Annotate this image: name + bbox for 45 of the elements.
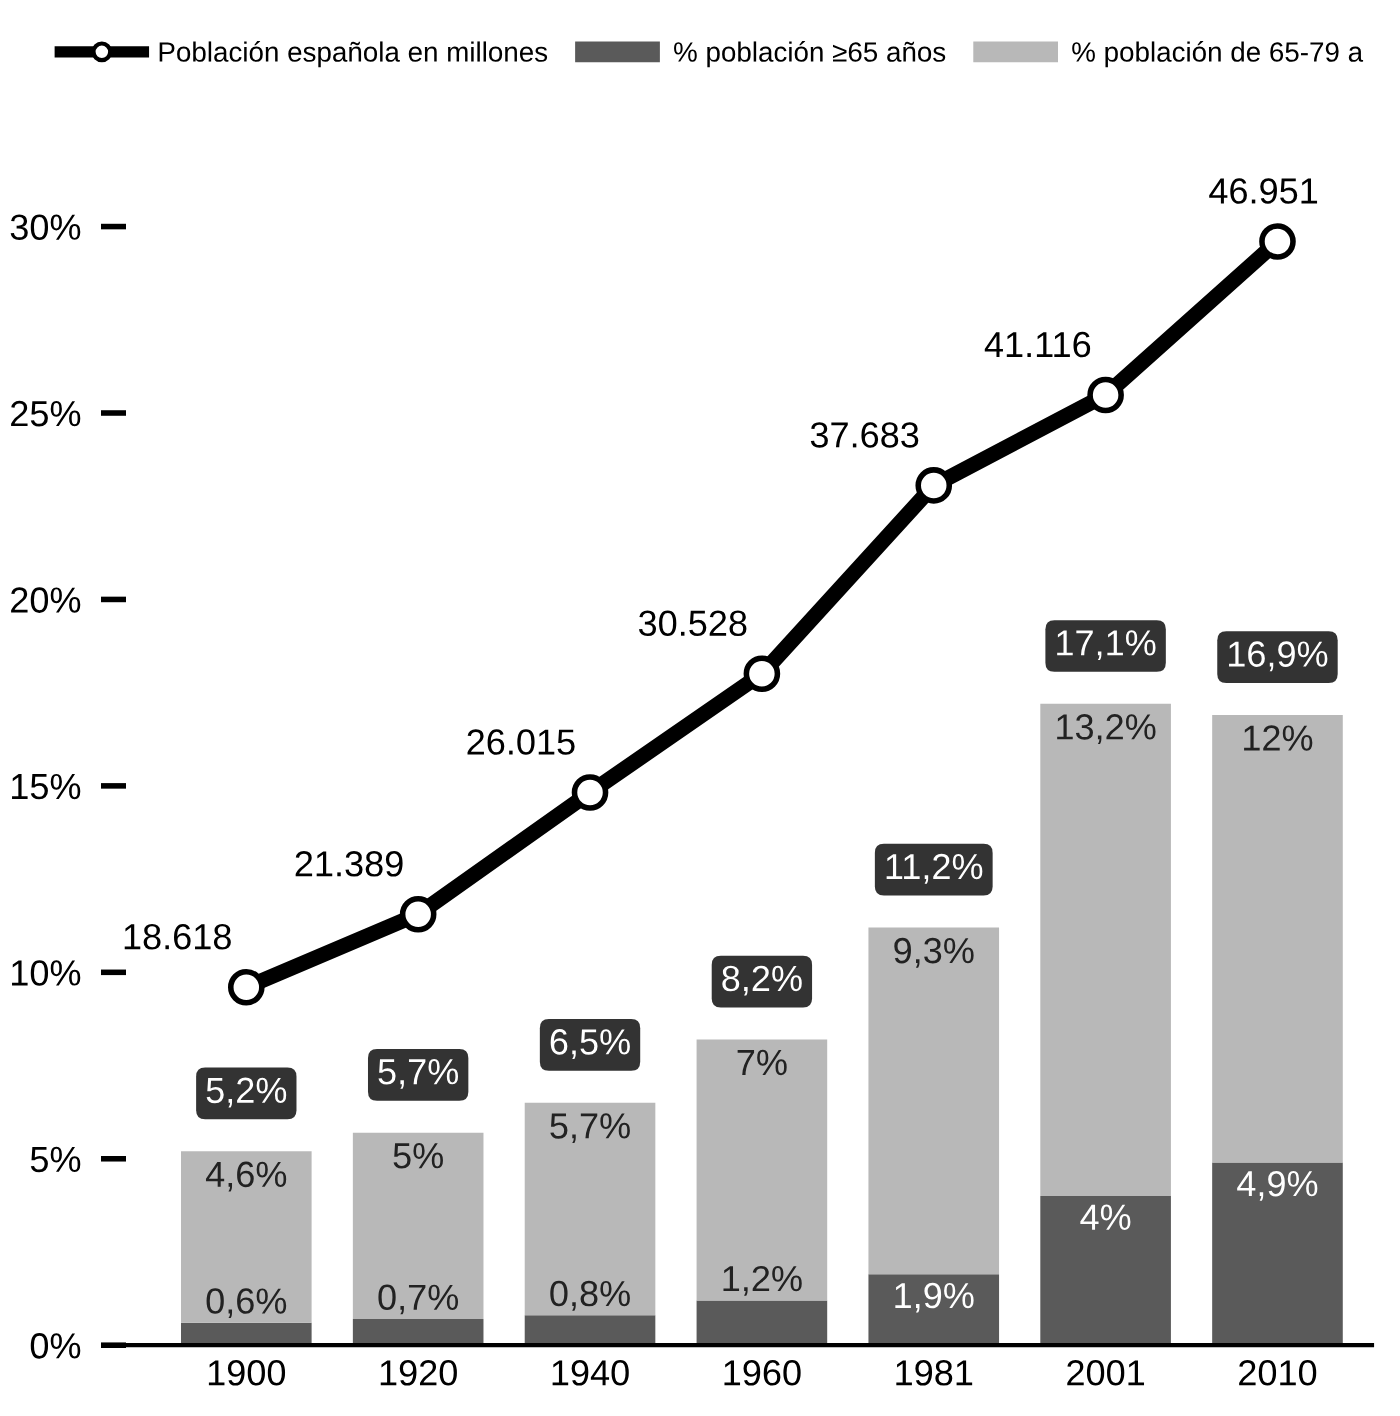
data-label: 4,6% bbox=[205, 1161, 287, 1192]
data-label: 5% bbox=[393, 1143, 443, 1169]
y-tick-label: 10% bbox=[12, 960, 81, 986]
x-tick-label: 2001 bbox=[1067, 1360, 1145, 1386]
total-label: 5,2% bbox=[206, 1077, 287, 1108]
data-label: 4,9% bbox=[1237, 1170, 1318, 1201]
y-tick-label: 20% bbox=[11, 587, 81, 613]
x-tick-label: 1960 bbox=[724, 1360, 801, 1386]
total-label: 5,7% bbox=[378, 1059, 459, 1089]
x-tick-label: 1981 bbox=[896, 1360, 973, 1386]
x-tick-label: 1900 bbox=[208, 1360, 286, 1386]
legend-label: % población ≥65 años bbox=[674, 41, 946, 68]
data-label: 0,7% bbox=[378, 1284, 459, 1315]
data-label: 13,2% bbox=[1057, 714, 1156, 744]
total-label: 6,5% bbox=[550, 1029, 630, 1059]
y-tick-label: 15% bbox=[12, 773, 81, 800]
data-label: 18.618 bbox=[124, 923, 231, 950]
data-label: 0,6% bbox=[206, 1288, 287, 1319]
data-label: 0,8% bbox=[550, 1280, 630, 1311]
data-label: 21.389 bbox=[295, 851, 403, 877]
data-label: 1,2% bbox=[723, 1265, 802, 1296]
x-tick-label: 1940 bbox=[552, 1360, 629, 1386]
legend-label: Población española en millones bbox=[159, 41, 548, 68]
data-label: 7% bbox=[737, 1049, 787, 1076]
data-label: 30.528 bbox=[638, 610, 747, 637]
data-label: 41.116 bbox=[984, 331, 1091, 358]
data-label: 26.015 bbox=[467, 729, 575, 755]
y-tick-label: 30% bbox=[10, 214, 81, 240]
total-label: 17,1% bbox=[1057, 630, 1156, 660]
data-label: 46.951 bbox=[1209, 178, 1318, 204]
data-label: 37.683 bbox=[810, 422, 919, 448]
y-tick-label: 25% bbox=[11, 400, 81, 427]
total-label: 16,9% bbox=[1229, 641, 1328, 672]
x-tick-label: 1920 bbox=[380, 1360, 457, 1386]
data-label: 1,9% bbox=[895, 1282, 974, 1313]
x-tick-label: 2010 bbox=[1239, 1360, 1317, 1386]
legend-label: % población de 65-79 a bbox=[1072, 41, 1364, 68]
data-label: 12% bbox=[1244, 725, 1313, 751]
total-label: 8,2% bbox=[722, 965, 802, 996]
y-tick-label: 5% bbox=[30, 1146, 81, 1173]
data-label: 9,3% bbox=[894, 937, 974, 968]
total-label: 11,2% bbox=[886, 853, 983, 884]
data-label: 5,7% bbox=[550, 1113, 630, 1143]
y-tick-label: 0% bbox=[30, 1333, 81, 1359]
data-label: 4% bbox=[1080, 1204, 1131, 1230]
